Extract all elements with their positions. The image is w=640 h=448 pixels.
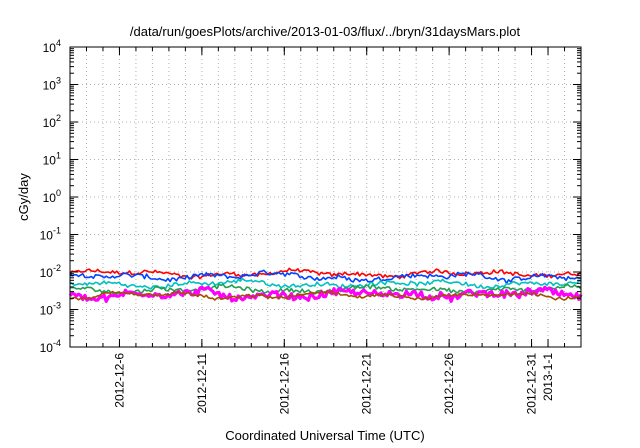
y-tick-exponent: 1: [56, 151, 61, 161]
series-line: [69, 267, 582, 280]
y-tick-base: 10: [43, 79, 57, 93]
grid: [70, 47, 581, 347]
y-tick-label: 10-4: [40, 338, 61, 355]
series-line: [69, 269, 582, 285]
x-tick-label: 2012-12-21: [360, 353, 374, 415]
y-tick-exponent: 3: [56, 76, 61, 86]
y-tick-label: 104: [43, 38, 61, 55]
y-tick-base: 10: [40, 341, 54, 355]
series-line: [70, 290, 582, 301]
series-line: [69, 283, 582, 295]
y-tick-label: 102: [43, 113, 61, 130]
y-tick-exponent: -1: [53, 226, 61, 236]
y-tick-exponent: 0: [56, 188, 61, 198]
y-tick-exponent: 2: [56, 113, 61, 123]
y-tick-base: 10: [43, 41, 57, 55]
y-tick-base: 10: [43, 191, 57, 205]
x-axis: 2012-12-6 2012-12-11 2012-12-16 2012-12-21 2…: [85, 47, 566, 415]
y-tick-label: 103: [43, 76, 61, 93]
x-axis-label: Coordinated Universal Time (UTC): [225, 428, 424, 443]
chart-title: /data/run/goesPlots/archive/2013-01-03/f…: [130, 24, 521, 39]
x-tick-label: 2013-1-1: [541, 353, 555, 401]
y-tick-base: 10: [43, 154, 57, 168]
y-tick-label: 10-2: [40, 263, 61, 280]
y-tick-base: 10: [40, 266, 54, 280]
y-tick-base: 10: [40, 229, 54, 243]
y-tick-label: 100: [43, 188, 61, 205]
y-tick-label: 10-3: [40, 301, 61, 318]
x-tick-label: 2012-12-26: [442, 353, 456, 415]
y-tick-base: 10: [43, 116, 57, 130]
y-tick-base: 10: [40, 304, 54, 318]
x-tick-label: 2012-12-16: [277, 353, 291, 415]
series-group: [68, 267, 583, 303]
y-tick-exponent: -3: [53, 301, 61, 311]
series-line: [69, 277, 582, 290]
y-tick-exponent: 4: [56, 38, 61, 48]
y-tick-label: 10-1: [40, 226, 61, 243]
y-tick-exponent: -4: [53, 338, 61, 348]
x-tick-label: 2012-12-11: [195, 353, 209, 414]
y-tick-label: 101: [43, 151, 61, 168]
y-axis-label: cGy/day: [16, 173, 31, 221]
x-tick-label: 2012-12-6: [112, 353, 126, 408]
x-tick-label: 2012-12-31: [525, 353, 539, 415]
y-tick-exponent: -2: [53, 263, 61, 273]
